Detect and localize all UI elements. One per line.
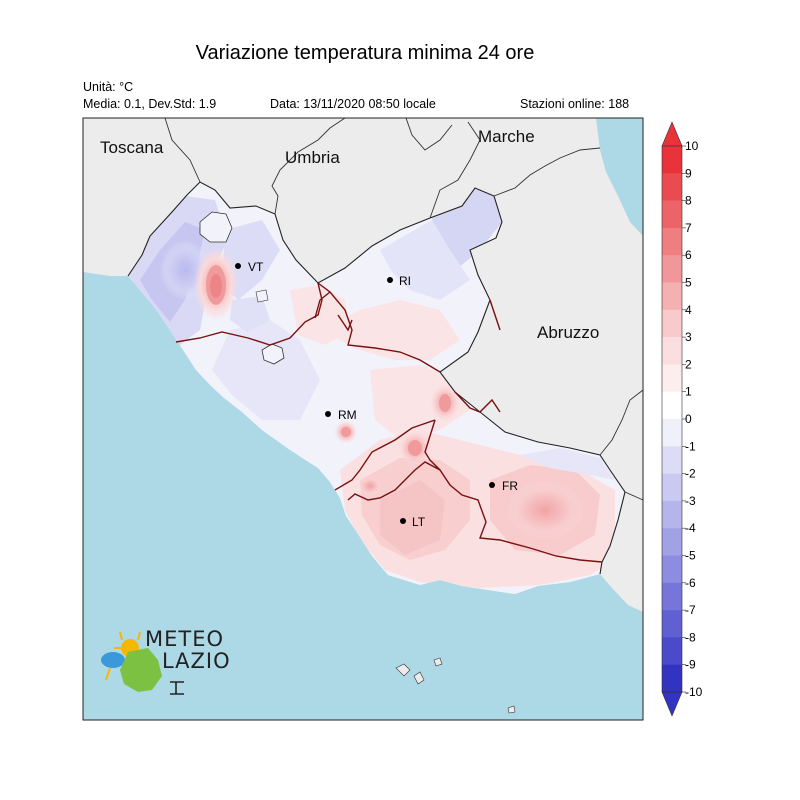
colorbar-tick-label: -2 (685, 467, 696, 481)
map-frame (82, 117, 644, 721)
city-marker-lt (400, 518, 406, 524)
colorbar-tick-label: -9 (685, 658, 696, 672)
unit-label: Unità: °C (83, 80, 134, 94)
sea (83, 272, 643, 720)
stats-label: Media: 0.1, Dev.Std: 1.9 (83, 97, 217, 111)
colorbar-swatch (662, 582, 682, 611)
meteo-lazio-logo: METEO LAZIO (101, 627, 231, 695)
colorbar-tick-label: 0 (685, 412, 692, 426)
colorbar-tick-label: 4 (685, 303, 692, 317)
city-label-fr: FR (502, 479, 518, 493)
stations-label: Stazioni online: 188 (520, 97, 630, 111)
colorbar-top-arrow (661, 121, 683, 147)
colorbar-swatch (662, 664, 682, 693)
colorbar-swatch (662, 309, 682, 338)
colorbar-tick-label: 9 (685, 166, 692, 180)
city-label-rm: RM (338, 408, 357, 422)
colorbar-tick-label: -7 (685, 603, 696, 617)
lazio-shape-icon (120, 648, 162, 692)
region-label-marche: Marche (478, 127, 535, 146)
colorbar-swatch (662, 610, 682, 638)
city-marker-vt (235, 263, 241, 269)
cloud-icon (101, 652, 125, 668)
colorbar-tick-label: -3 (685, 494, 696, 508)
logo-line2: LAZIO (162, 649, 231, 673)
colorbar-swatch (662, 555, 682, 584)
colorbar-swatch (662, 419, 682, 447)
date-label: Data: 13/11/2020 08:50 locale (270, 97, 436, 111)
logo-line1: METEO (145, 627, 224, 651)
colorbar-tick-label: -6 (685, 576, 696, 590)
region-borders (164, 118, 643, 501)
colorbar-tick-label: -5 (685, 549, 696, 563)
colorbar-tick-label: 3 (685, 330, 692, 344)
colorbar-swatch (662, 227, 682, 256)
colorbar-swatch (662, 200, 682, 229)
colorbar-tick-label: -4 (685, 521, 696, 535)
map-title: Variazione temperatura minima 24 ore (195, 42, 535, 64)
city-marker-rm (325, 411, 331, 417)
colorbar-tick-label: 2 (685, 357, 692, 371)
colorbar-tick-label: 6 (685, 248, 692, 262)
city-label-vt: VT (248, 260, 264, 274)
colorbar-swatch (662, 282, 682, 311)
lazio-border (127, 181, 626, 575)
colorbar-swatch (662, 446, 682, 474)
colorbar-swatch (662, 637, 682, 665)
colorbar-swatch (662, 337, 682, 365)
colorbar-tick-label: 8 (685, 194, 692, 208)
map-area: Toscana Umbria Marche Abruzzo VT RI RM F… (83, 118, 643, 720)
city-label-ri: RI (399, 274, 411, 288)
colorbar-bottom-arrow (661, 691, 683, 717)
colorbar-tick-label: -1 (685, 439, 696, 453)
city-label-lt: LT (412, 515, 426, 529)
region-label-toscana: Toscana (100, 138, 164, 157)
colorbar-tick-label: 10 (685, 139, 699, 153)
colorbar-swatch (662, 255, 682, 283)
colorbar-tick-label: -10 (685, 685, 703, 699)
colorbar-swatch (662, 500, 682, 529)
islands (395, 657, 516, 714)
region-label-umbria: Umbria (285, 148, 340, 167)
city-marker-ri (387, 277, 393, 283)
province-borders (175, 282, 603, 563)
colorbar-swatch (662, 391, 682, 420)
colorbar-tick-label: -8 (685, 630, 696, 644)
colorbar-swatch (662, 173, 682, 201)
colorbar-swatch (662, 146, 682, 174)
sea-adriatic (596, 118, 643, 236)
region-label-abruzzo: Abruzzo (537, 323, 599, 342)
colorbar-swatch (662, 528, 682, 556)
city-marker-fr (489, 482, 495, 488)
colorbar-tick-label: 5 (685, 276, 692, 290)
colorbar-tick-label: 1 (685, 385, 692, 399)
colorbar-swatch (662, 364, 682, 392)
colorbar-swatch (662, 473, 682, 502)
colorbar-tick-label: 7 (685, 221, 692, 235)
